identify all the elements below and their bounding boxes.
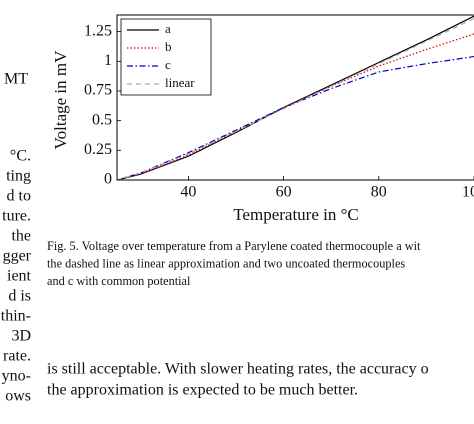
y-tick-label: 1.25 (84, 22, 112, 39)
plot-frame (116, 14, 474, 181)
y-tick-label: 1 (104, 52, 112, 69)
x-tick-label: 80 (371, 184, 387, 201)
text-fragment: ture. (2, 208, 31, 225)
text-fragment: the (11, 228, 31, 245)
text-fragment: MT (4, 71, 28, 88)
text-fragment: rate. (3, 348, 31, 365)
text-fragment: thin- (1, 308, 31, 325)
text-fragment: °C. (10, 148, 31, 165)
caption-line: the dashed line as linear approximation … (47, 256, 405, 270)
y-tick-label: 0.25 (84, 141, 112, 158)
legend-label: b (165, 39, 172, 54)
x-axis-label: Temperature in °C (233, 205, 359, 224)
caption-line: Fig. 5. Voltage over temperature from a … (47, 239, 421, 253)
x-tick-label: 100 (462, 184, 474, 201)
y-axis-label: Voltage in mV (51, 50, 70, 150)
text-fragment: ows (5, 388, 31, 405)
y-tick-label: 0.5 (92, 111, 112, 128)
caption-line: and c with common potential (47, 274, 191, 288)
text-fragment: d to (7, 188, 31, 205)
data-line (117, 55, 474, 180)
text-fragment: yno- (2, 368, 31, 385)
legend-label: a (165, 21, 171, 36)
text-fragment: 3D (11, 328, 31, 345)
body-line: the approximation is expected to be much… (47, 382, 358, 399)
legend-label: linear (165, 75, 195, 90)
text-fragment: gger (3, 248, 32, 265)
body-line: is still acceptable. With slower heating… (47, 361, 429, 378)
y-tick-label: 0 (104, 171, 112, 188)
x-tick-label: 40 (180, 184, 196, 201)
x-tick-label: 60 (276, 184, 292, 201)
legend-box (120, 18, 212, 96)
data-line (117, 18, 474, 180)
y-tick-label: 0.75 (84, 82, 112, 99)
data-line (117, 33, 474, 180)
legend-label: c (165, 57, 171, 72)
text-fragment: d is (8, 288, 31, 305)
text-fragment: ting (6, 168, 31, 185)
text-fragment: ient (7, 268, 32, 285)
